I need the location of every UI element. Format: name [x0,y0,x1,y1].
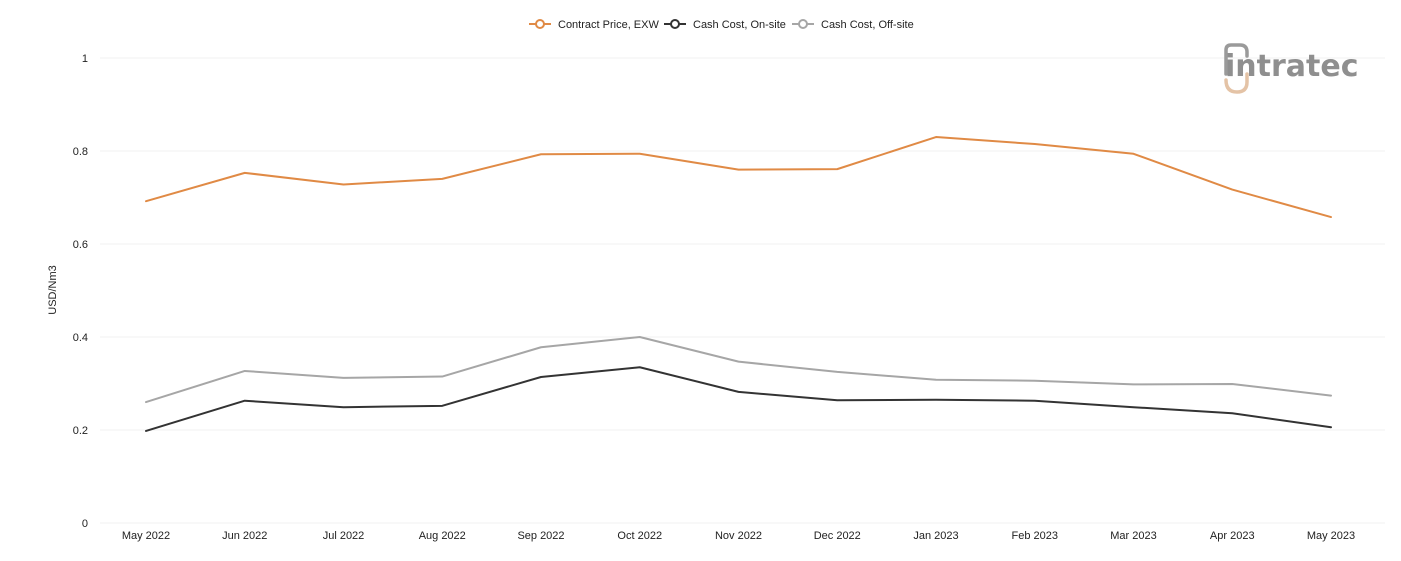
x-tick-label: Nov 2022 [715,530,762,542]
x-tick-label: Mar 2023 [1110,530,1156,542]
legend-label: Cash Cost, On-site [693,19,786,31]
x-tick-label: Dec 2022 [814,530,861,542]
x-tick-label: Feb 2023 [1012,530,1058,542]
legend-item[interactable]: Cash Cost, Off-site [792,19,914,31]
legend-marker-icon [670,19,680,29]
logo-mark-icon [1224,43,1249,94]
x-tick-label: Jan 2023 [913,530,958,542]
x-tick-label: May 2022 [122,530,170,542]
series-line [145,136,1332,219]
x-axis-ticks: May 2022 Jun 2022 Jul 2022 Aug 2022 Sep 2022… [122,530,1355,542]
legend-marker-icon [798,19,808,29]
series-line [145,366,1332,432]
intratec-logo: intratec [1224,43,1359,94]
x-tick-label: Jun 2022 [222,530,267,542]
y-tick-label: 0.8 [73,146,88,158]
series-lines [145,136,1332,432]
logo-text: intratec [1225,49,1359,84]
y-axis-ticks: 0 0.2 0.4 0.6 0.8 1 [73,53,88,530]
x-tick-label: Jul 2022 [323,530,365,542]
legend-marker-icon [535,19,545,29]
x-tick-label: Sep 2022 [517,530,564,542]
x-tick-label: Apr 2023 [1210,530,1255,542]
legend: Contract Price, EXW Cash Cost, On-site Cas… [529,19,914,31]
series-line [145,336,1332,404]
legend-item[interactable]: Cash Cost, On-site [664,19,786,31]
y-tick-label: 1 [82,53,88,65]
legend-item[interactable]: Contract Price, EXW [529,19,659,31]
x-tick-label: Aug 2022 [419,530,466,542]
y-axis-title: USD/Nm3 [47,265,59,315]
y-tick-label: 0.4 [73,332,88,344]
gridlines [100,57,1385,524]
x-tick-label: Oct 2022 [617,530,662,542]
y-tick-label: 0.6 [73,239,88,251]
y-tick-label: 0.2 [73,425,88,437]
y-tick-label: 0 [82,518,88,530]
legend-label: Cash Cost, Off-site [821,19,914,31]
legend-label: Contract Price, EXW [558,19,659,31]
x-tick-label: May 2023 [1307,530,1355,542]
